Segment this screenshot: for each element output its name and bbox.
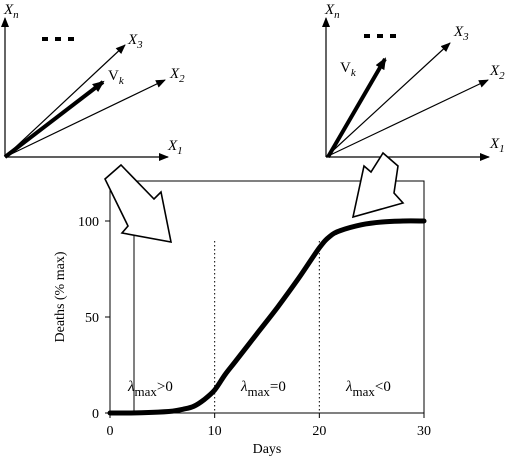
right-label-vk: Vk	[340, 60, 357, 79]
y-tick-label: 0	[92, 407, 99, 422]
left-vector-x2	[4, 79, 166, 158]
right-label-x2: X2	[489, 63, 505, 82]
phase-label-linear: λmax=0	[240, 379, 286, 399]
x-tick-label: 0	[107, 424, 114, 439]
left-label-x3: X3	[127, 32, 143, 51]
right-vector-panel: Xn X3 X2 X1 Vk	[322, 2, 505, 161]
right-label-xn: Xn	[324, 2, 340, 21]
phase-boundaries	[214, 241, 320, 413]
left-label-vk: Vk	[108, 68, 125, 87]
x-axis-label: Days	[253, 442, 282, 457]
y-tick-label: 50	[85, 311, 99, 326]
chart: 0 10 20 30 0 50 100 Days Deaths (% max) λmax>0…	[53, 180, 431, 457]
right-vector-x2	[325, 79, 489, 158]
x-tick-label: 20	[312, 424, 326, 439]
left-vector-x3	[4, 44, 126, 158]
left-vector-panel: Xn X3 X2 X1 Vk	[0, 2, 185, 161]
left-ellipsis	[42, 37, 74, 41]
x-tick-label: 10	[208, 424, 222, 439]
phase-label-growth: λmax>0	[127, 379, 173, 399]
y-axis-label: Deaths (% max)	[53, 251, 68, 342]
right-label-x3: X3	[453, 24, 469, 43]
right-ellipsis	[364, 34, 396, 38]
left-label-xn: Xn	[3, 2, 19, 21]
y-tick-label: 100	[78, 215, 99, 230]
right-vector-vk	[326, 57, 387, 159]
left-vector-vk	[3, 80, 105, 159]
phase-label-decline: λmax<0	[345, 379, 391, 399]
right-vector-x3	[325, 42, 451, 158]
right-label-x1: X1	[489, 136, 505, 155]
left-callout-arrow	[104, 163, 173, 243]
left-label-x1: X1	[167, 138, 183, 157]
left-label-x2: X2	[169, 66, 185, 85]
x-tick-label: 30	[417, 424, 431, 439]
axis-tick-labels: 0 10 20 30 0 50 100	[78, 215, 431, 439]
right-callout-arrow	[351, 151, 405, 219]
deaths-curve	[107, 218, 427, 416]
